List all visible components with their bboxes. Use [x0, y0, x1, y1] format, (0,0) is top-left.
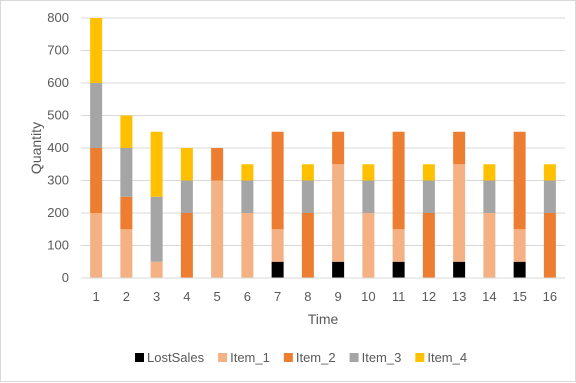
x-tick-label: 16 [543, 289, 557, 304]
x-tick-labels: 1 2 3 4 5 6 7 8 9 10 11 12 13 14 15 16 [93, 289, 558, 304]
bar-item-1 [513, 229, 526, 262]
x-tick-label: 12 [422, 289, 436, 304]
legend-swatch [415, 353, 425, 362]
x-tick-label: 7 [274, 289, 281, 304]
bar-item-3 [120, 148, 133, 197]
legend-label: Item_4 [427, 350, 467, 365]
bar-item-1 [211, 180, 224, 278]
legend-item-item-2: Item_2 [283, 350, 336, 365]
legend-swatch [283, 353, 293, 362]
bar-lostsales [271, 261, 284, 278]
legend-item-item-3: Item_3 [349, 350, 402, 365]
legend-label: Item_3 [362, 350, 402, 365]
y-tick-labels: 0 100 200 300 400 500 600 700 800 [47, 10, 69, 285]
x-tick-label: 2 [123, 289, 130, 304]
legend-label: Item_1 [230, 350, 270, 365]
bar-item-3 [90, 83, 103, 148]
x-tick-label: 11 [392, 289, 406, 304]
bars [90, 18, 556, 278]
x-tick-label: 14 [482, 289, 496, 304]
bar-item-4 [180, 148, 193, 181]
bar-item-2 [301, 213, 314, 278]
bar-item-1 [271, 229, 284, 262]
bar-item-2 [271, 131, 284, 230]
x-tick-label: 1 [93, 289, 100, 304]
legend-swatch [135, 353, 144, 362]
bar-item-2 [422, 213, 435, 278]
bar-item-4 [120, 115, 133, 148]
bar-item-4 [362, 164, 375, 181]
bar-item-3 [180, 180, 193, 213]
bar-item-4 [90, 18, 103, 83]
y-tick-label: 500 [47, 108, 69, 123]
legend-item-item-1: Item_1 [218, 350, 270, 365]
x-tick-label: 15 [512, 289, 526, 304]
bar-item-1 [332, 164, 345, 262]
bar-item-1 [150, 261, 163, 278]
bar-item-4 [422, 164, 435, 181]
legend-swatch [218, 353, 228, 362]
y-tick-label: 0 [62, 270, 69, 285]
bar-item-1 [362, 213, 375, 278]
x-tick-label: 5 [214, 289, 221, 304]
x-tick-label: 10 [361, 289, 375, 304]
x-tick-label: 8 [304, 289, 311, 304]
bar-item-4 [241, 164, 254, 181]
bar-item-1 [392, 229, 405, 262]
bar-lostsales [453, 261, 466, 278]
bar-item-2 [120, 196, 133, 230]
y-axis-title: Quantity [28, 122, 44, 174]
bar-item-1 [453, 164, 466, 262]
bar-item-1 [241, 213, 254, 278]
y-tick-label: 100 [47, 238, 69, 253]
bar-item-3 [150, 196, 163, 262]
bar-item-2 [180, 213, 193, 278]
bar-item-2 [453, 131, 466, 165]
bar-lostsales [332, 261, 345, 278]
bar-lostsales [392, 261, 405, 278]
bar-item-3 [301, 180, 314, 213]
y-tick-label: 300 [47, 173, 69, 188]
bar-item-2 [543, 213, 556, 278]
bar-item-1 [90, 213, 103, 278]
legend: LostSales Item_1 Item_2 Item_3 Item_4 [135, 350, 467, 365]
bar-item-1 [483, 213, 496, 278]
legend-swatch [349, 353, 359, 362]
x-axis-title: Time [308, 311, 339, 327]
legend-item-lostsales: LostSales [135, 350, 205, 365]
bar-item-3 [241, 180, 254, 213]
bar-item-3 [543, 180, 556, 213]
legend-label: LostSales [147, 350, 205, 365]
legend-label: Item_2 [296, 350, 336, 365]
bar-item-3 [422, 180, 435, 213]
y-tick-label: 200 [47, 205, 69, 220]
y-tick-label: 600 [47, 75, 69, 90]
bar-item-3 [362, 180, 375, 213]
x-tick-label: 6 [244, 289, 251, 304]
bar-item-2 [332, 131, 345, 165]
legend-item-item-4: Item_4 [415, 350, 467, 365]
x-tick-label: 4 [183, 289, 190, 304]
bar-item-2 [513, 131, 526, 230]
x-tick-label: 13 [452, 289, 466, 304]
y-tick-label: 400 [47, 140, 69, 155]
bar-item-2 [392, 131, 405, 230]
bar-item-4 [543, 164, 556, 181]
bar-item-4 [483, 164, 496, 181]
bar-lostsales [513, 261, 526, 278]
bar-item-1 [120, 229, 133, 278]
bar-item-4 [301, 164, 314, 181]
y-tick-label: 700 [47, 43, 69, 58]
bar-item-2 [211, 148, 224, 181]
bar-item-4 [150, 131, 163, 197]
x-tick-label: 9 [335, 289, 342, 304]
bar-item-2 [90, 148, 103, 213]
y-tick-label: 800 [47, 10, 69, 25]
x-tick-label: 3 [153, 289, 160, 304]
bar-item-3 [483, 180, 496, 213]
